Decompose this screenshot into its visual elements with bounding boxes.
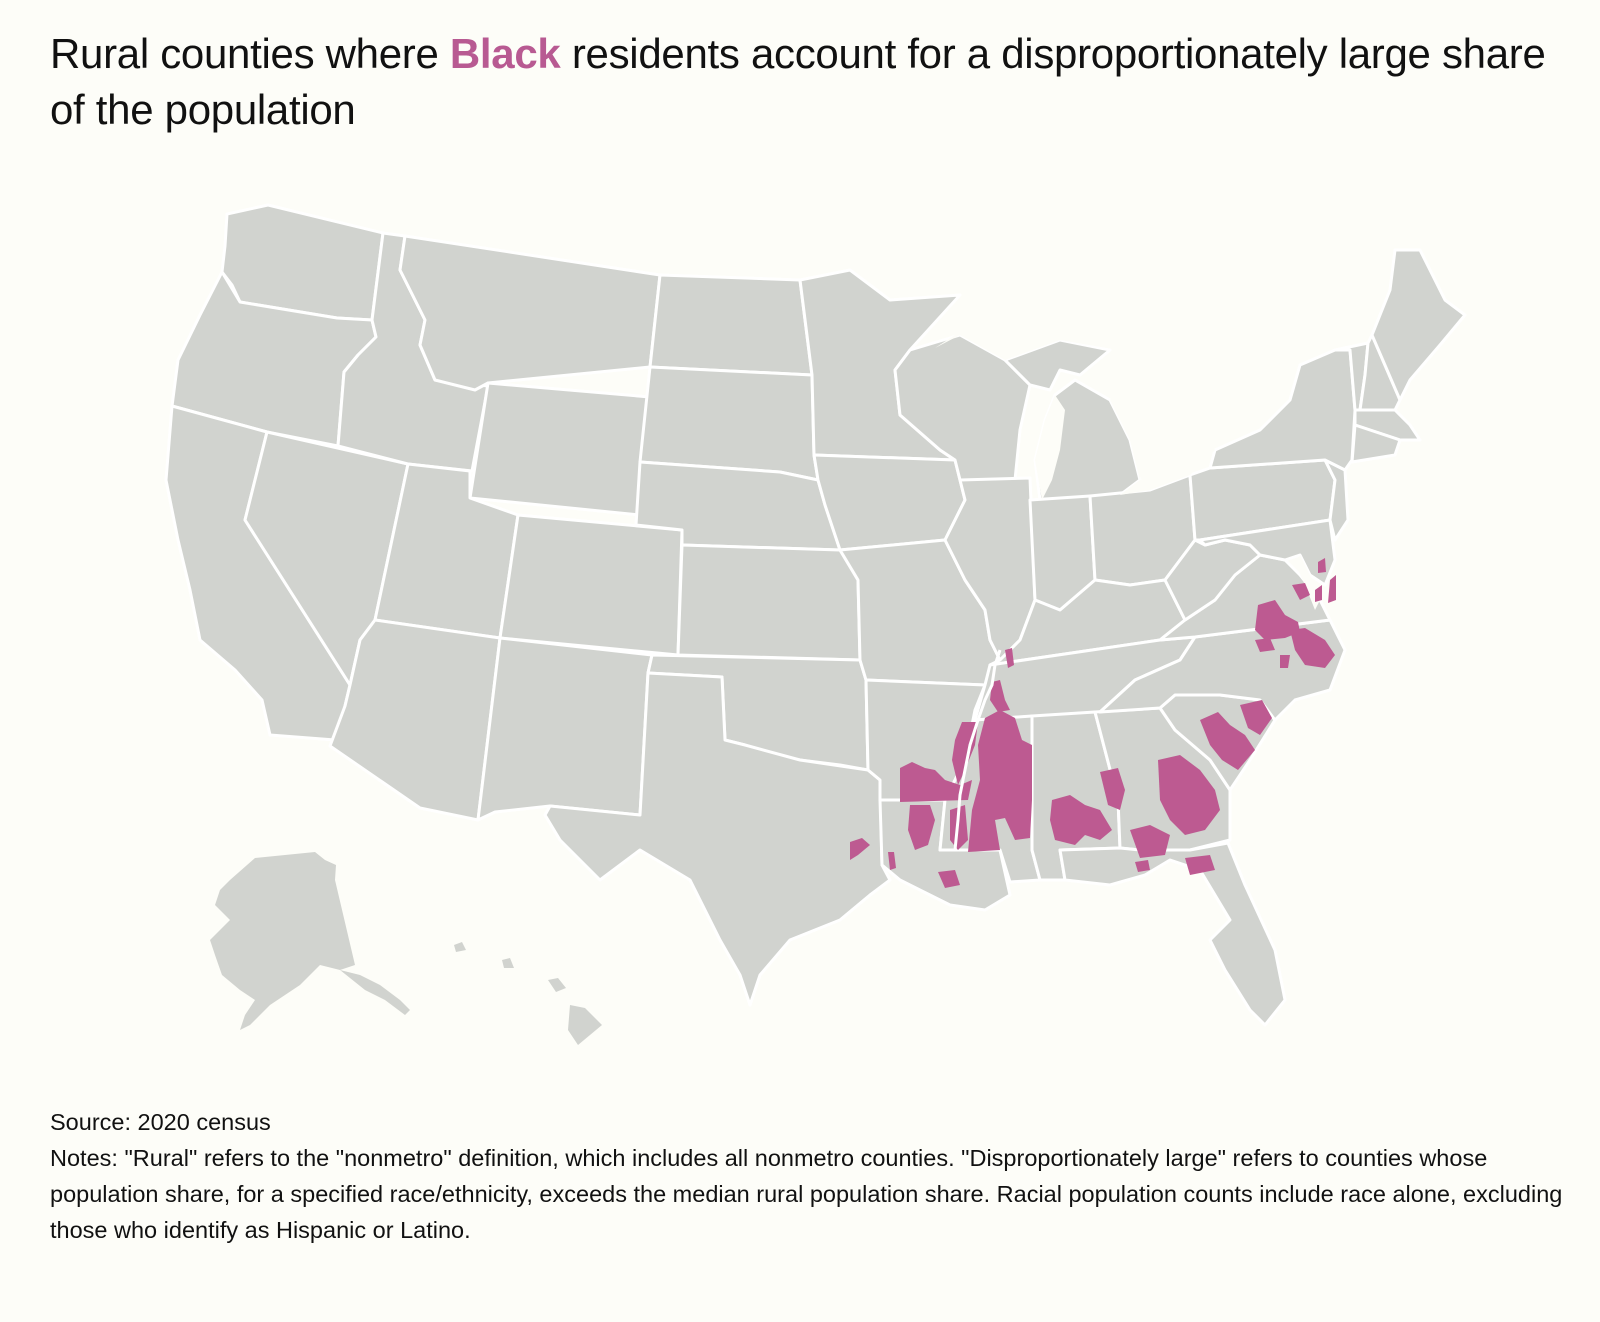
hl-louisiana-north [908, 805, 935, 850]
state-maryland-delaware [1198, 518, 1337, 587]
title-suffix: residents account for a disproportionate… [50, 30, 1546, 133]
contiguous-us [164, 203, 1467, 1027]
hawaii-oahu-kauai [454, 942, 514, 968]
us-county-map [164, 203, 1467, 1045]
hl-georgia-southwest [1130, 825, 1170, 858]
lake-huron-erie [1110, 370, 1215, 495]
hl-louisiana-central [938, 870, 960, 888]
highlighted-counties [850, 558, 1336, 888]
hl-nc-central [1255, 638, 1290, 668]
lake-superior [935, 310, 1130, 360]
hl-kentucky-west [1005, 648, 1014, 668]
state-north-dakota [648, 273, 814, 377]
title-highlight: Black [449, 30, 561, 77]
hawaii-maui [548, 978, 566, 992]
hl-north-florida [1135, 855, 1215, 875]
title-prefix: Rural counties where [50, 30, 450, 77]
hl-alabama-east [1100, 768, 1125, 810]
state-colorado [498, 513, 684, 657]
hl-east-texas-2 [888, 852, 896, 870]
chesapeake-bay [1296, 555, 1320, 610]
hl-east-texas-1 [850, 838, 870, 860]
hl-louisiana-east [950, 805, 968, 850]
state-kansas [676, 543, 862, 662]
source-note: Source: 2020 census [50, 1109, 271, 1135]
lake-michigan [1035, 395, 1065, 500]
state-new-mexico [476, 636, 654, 822]
hl-south-carolina [1200, 712, 1255, 770]
state-texas [543, 671, 892, 1007]
hl-mississippi [968, 710, 1032, 852]
alaska-panhandle-islands [340, 970, 410, 1015]
hl-georgia-central [1158, 755, 1220, 835]
state-michigan [1003, 338, 1142, 502]
hl-alabama [1050, 795, 1112, 845]
hl-sc-peedee [1240, 700, 1272, 735]
hawaii-big-island [568, 1005, 602, 1045]
state-alaska [210, 852, 355, 1030]
state-wyoming [468, 381, 652, 517]
state-florida [1058, 841, 1287, 1027]
mississippi-river [953, 649, 1002, 851]
alaska-hawaii [210, 852, 602, 1045]
great-lakes [935, 310, 1320, 610]
hl-virginia-tidewater [1292, 583, 1322, 602]
methodology-notes: Notes: "Rural" refers to the "nonmetro" … [50, 1145, 1563, 1243]
state-connecticut-ri [1350, 423, 1402, 464]
state-iowa [812, 453, 967, 552]
chart-title: Rural counties where Black residents acc… [50, 26, 1570, 138]
state-montana [398, 234, 662, 392]
hl-tennessee-west [990, 680, 1010, 712]
state-maine [1370, 248, 1467, 402]
state-new-york [1208, 348, 1357, 472]
footer: Source: 2020 census Notes: "Rural" refer… [50, 1104, 1570, 1248]
hl-arkansas-south [900, 762, 972, 802]
hl-nc-northeast [1290, 628, 1335, 668]
hl-virginia-southside [1255, 600, 1300, 640]
hl-eastern-shore [1318, 558, 1336, 603]
